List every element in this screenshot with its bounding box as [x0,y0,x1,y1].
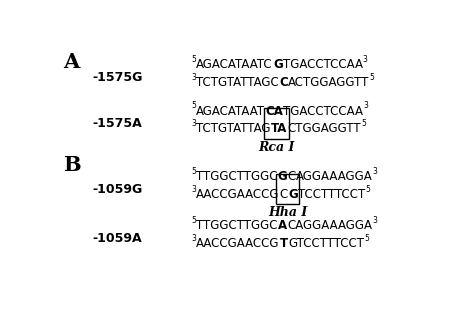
Text: G: G [278,170,288,183]
Text: TTGGCTTGGC: TTGGCTTGGC [196,219,278,232]
Text: AGGAAAGGA: AGGAAAGGA [296,170,373,183]
Text: A: A [63,52,79,72]
Text: C: C [288,170,296,183]
Text: 3: 3 [191,234,196,243]
Text: TGACCTCCAA: TGACCTCCAA [283,58,363,71]
Text: TCTGTATTAG: TCTGTATTAG [196,122,271,135]
Text: G: G [273,58,283,71]
Text: T: T [280,237,288,250]
Text: Rca I: Rca I [258,141,294,154]
Text: -1575A: -1575A [92,117,142,130]
Text: 5: 5 [365,184,370,194]
Text: 3: 3 [191,73,196,81]
Text: 3: 3 [363,55,368,64]
Text: A: A [278,219,287,232]
Text: TTGGCTTGGC: TTGGCTTGGC [196,170,278,183]
Bar [264,109,289,139]
Text: 5: 5 [191,101,196,111]
Text: CAGGAAAGGA: CAGGAAAGGA [287,219,372,232]
Text: TCCTTTCCT: TCCTTTCCT [298,188,365,201]
Text: 3: 3 [372,216,377,225]
Text: TGACCTCCAA: TGACCTCCAA [283,105,364,118]
Text: AACCGAACCG: AACCGAACCG [196,188,280,201]
Text: ACTGGAGGTT: ACTGGAGGTT [288,76,369,89]
Text: Hha I: Hha I [268,206,308,219]
Text: TA: TA [271,122,287,135]
Text: AACCGAACCG: AACCGAACCG [196,237,280,250]
Text: CTGGAGGTT: CTGGAGGTT [287,122,361,135]
Text: -1575G: -1575G [92,71,143,83]
Bar [276,174,300,204]
Text: 5: 5 [191,216,196,225]
Text: 3: 3 [191,184,196,194]
Text: C: C [279,76,288,89]
Text: 5: 5 [191,167,196,176]
Text: AGACATAAT: AGACATAAT [196,105,265,118]
Text: 3: 3 [373,167,377,176]
Text: 5: 5 [369,73,374,81]
Text: CA: CA [265,105,283,118]
Text: 5: 5 [191,55,196,64]
Text: GTCCTTTCCT: GTCCTTTCCT [288,237,364,250]
Text: 5: 5 [364,234,369,243]
Text: TCTGTATTAGC: TCTGTATTAGC [196,76,279,89]
Text: 3: 3 [364,101,368,111]
Text: AGACATAATC: AGACATAATC [196,58,273,71]
Text: -1059A: -1059A [92,232,142,245]
Text: B: B [63,155,81,175]
Text: 5: 5 [361,119,366,128]
Text: C: C [280,188,288,201]
Text: 3: 3 [191,119,196,128]
Text: -1059G: -1059G [92,182,143,196]
Text: G: G [288,188,298,201]
